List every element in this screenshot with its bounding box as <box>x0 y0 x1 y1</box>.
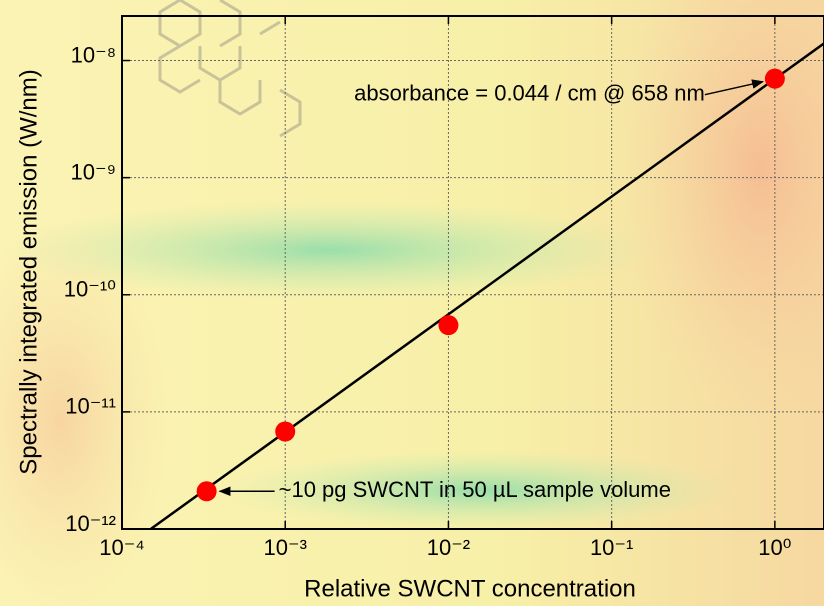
data-point <box>275 421 296 442</box>
annotation: ~10 pg SWCNT in 50 µL sample volume <box>279 477 671 502</box>
decor <box>220 450 740 530</box>
y-tick-label: 10⁻¹¹ <box>65 394 116 419</box>
plot-frame <box>121 15 824 530</box>
x-tick-label: 10⁻¹ <box>590 535 633 560</box>
fit-line <box>150 42 824 531</box>
y-axis-title: Spectrally integrated emission (W/nm) <box>15 69 42 474</box>
data-point <box>438 315 459 336</box>
y-tick-label: 10⁻⁹ <box>70 159 116 184</box>
decor <box>0 200 660 300</box>
decor <box>0 220 170 606</box>
y-tick-label: 10⁻⁸ <box>71 42 116 67</box>
x-tick-label: 10⁻³ <box>264 535 307 560</box>
annotation: absorbance = 0.044 / cm @ 658 nm <box>354 80 705 105</box>
x-tick-label: 10⁻² <box>427 535 470 560</box>
nanotube-decor <box>158 0 302 138</box>
y-tick-label: 10⁻¹⁰ <box>64 277 116 302</box>
decor <box>620 0 824 430</box>
x-tick-label: 10⁻⁴ <box>99 535 145 560</box>
annotation-arrow <box>704 79 765 96</box>
data-point <box>764 68 785 89</box>
y-tick-label: 10⁻¹² <box>65 511 116 536</box>
data-point <box>196 481 217 502</box>
x-axis-title: Relative SWCNT concentration <box>304 575 636 602</box>
x-tick-label: 10⁰ <box>758 535 791 560</box>
